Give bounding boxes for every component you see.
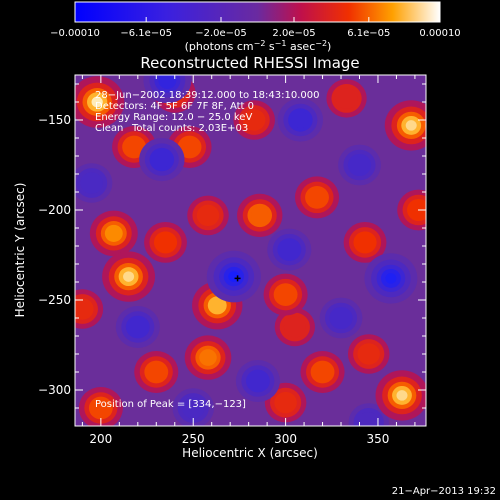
- y-tick-label: −250: [38, 293, 71, 307]
- y-tick-label: −300: [38, 383, 71, 397]
- colorbar-tick-label: 0.00010: [419, 28, 460, 39]
- emission-source: [78, 387, 123, 426]
- emission-source: [187, 195, 229, 236]
- colorbar-unit-sup-3: −2: [315, 39, 327, 48]
- emission-source: [263, 273, 308, 316]
- annotation-energy-range: Energy Range: 12.0 − 25.0 keV: [95, 112, 252, 123]
- plot-frame: [74, 74, 427, 427]
- negative-source: [319, 297, 363, 339]
- colorbar-tick-labels: −0.00010 −6.1e−05 −2.0e−05 2.0e−05 6.1e−05 0.…: [50, 28, 461, 39]
- emission-source: [294, 176, 340, 219]
- annotation-detectors: Detectors: 4F 5F 6F 7F 8F, Att 0: [95, 101, 254, 112]
- y-tick-label: −200: [38, 203, 71, 217]
- emission-source: [397, 189, 426, 231]
- annotation-block: 28−Jun−2002 18:39:12.000 to 18:43:10.000…: [95, 90, 320, 410]
- negative-source: [115, 306, 160, 348]
- negative-source: [206, 250, 261, 303]
- negative-source: [338, 144, 381, 186]
- negative-source: [364, 253, 418, 304]
- emission-source: [134, 351, 179, 393]
- emission-source: [326, 79, 367, 118]
- x-axis-ticks: [81, 75, 416, 426]
- colorbar-tick-label: 6.1e−05: [347, 28, 390, 39]
- emission-source: [384, 100, 426, 151]
- emission-source: [237, 193, 283, 237]
- negative-source: [172, 388, 215, 426]
- emission-source: [375, 370, 426, 421]
- emission-source: [347, 334, 390, 374]
- colorbar-tick-label: −0.00010: [50, 28, 100, 39]
- negative-source: [277, 98, 324, 142]
- colorbar-unit: (photons cm−2 s−1 asec−2): [185, 39, 332, 53]
- negative-source: [75, 163, 113, 203]
- x-axis-tick-labels: 200 250 300 350: [89, 432, 389, 446]
- colorbar-unit-sup-1: −2: [254, 39, 266, 48]
- x-axis-label: Heliocentric X (arcsec): [182, 446, 318, 460]
- colorbar-unit-end: asec: [286, 40, 315, 53]
- negative-source: [267, 228, 312, 271]
- y-axis-label: Heliocentric Y (arcsec): [13, 183, 27, 318]
- colorbar-tick-label: 2.0e−05: [272, 28, 315, 39]
- negative-source: [235, 360, 280, 402]
- annotation-clean: Clean: [95, 123, 123, 134]
- emission-source: [89, 210, 138, 257]
- footer-timestamp: 21−Apr−2013 19:32: [392, 486, 496, 497]
- annotation-peak-position: Position of Peak = [334,−123]: [95, 399, 246, 410]
- colorbar-unit-main: (photons cm: [185, 40, 254, 53]
- emission-source: [184, 335, 232, 380]
- x-tick-label: 350: [367, 432, 390, 446]
- emission-source: [300, 351, 345, 393]
- x-tick-label: 300: [274, 432, 297, 446]
- peak-marker: [234, 275, 241, 282]
- annotation-total-counts: Total counts: 2.03E+03: [131, 123, 248, 134]
- y-axis-tick-labels: −150 −200 −250 −300: [38, 113, 71, 397]
- emission-source: [75, 289, 104, 329]
- annotation-time-range: 28−Jun−2002 18:39:12.000 to 18:43:10.000: [95, 90, 320, 101]
- chart-title: Reconstructed RHESSI Image: [140, 54, 359, 72]
- emission-source: [233, 100, 275, 140]
- negative-source: [348, 403, 389, 426]
- negative-source: [139, 138, 185, 182]
- colorbar: [74, 1, 441, 23]
- emission-source: [75, 76, 125, 128]
- x-tick-label: 200: [89, 432, 112, 446]
- source-layer: [75, 75, 426, 426]
- colorbar-unit-close: ): [327, 40, 331, 53]
- colorbar-tick-label: −6.1e−05: [120, 28, 172, 39]
- colorbar-unit-sup-2: −1: [275, 39, 287, 48]
- emission-source: [343, 222, 387, 263]
- y-axis-ticks: [75, 83, 426, 427]
- peak-markers: [234, 275, 241, 282]
- negative-source: [143, 75, 192, 104]
- emission-source: [144, 222, 187, 263]
- colorbar-tick-label: −2.0e−05: [195, 28, 247, 39]
- x-tick-label: 250: [182, 432, 205, 446]
- emission-source: [274, 307, 315, 347]
- colorbar-ticks: [74, 17, 441, 22]
- emission-source: [102, 251, 156, 302]
- colorbar-unit-mid: s: [265, 40, 274, 53]
- y-tick-label: −150: [38, 113, 71, 127]
